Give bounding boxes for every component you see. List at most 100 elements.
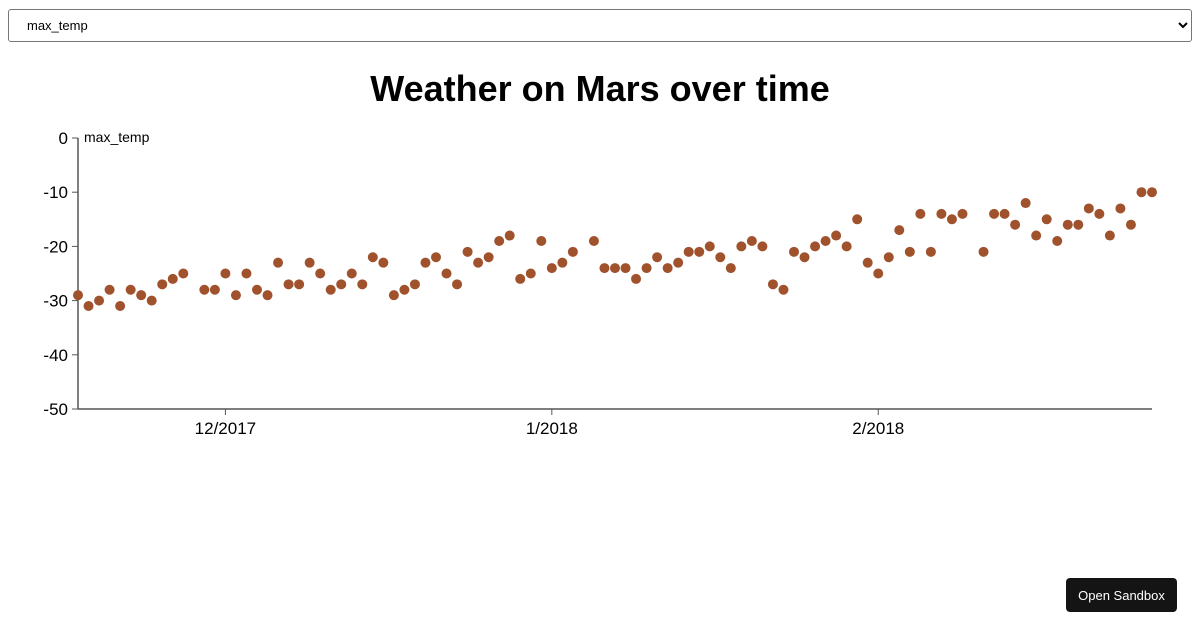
data-point bbox=[588, 235, 599, 246]
data-point bbox=[767, 279, 778, 290]
data-point bbox=[283, 279, 294, 290]
data-point bbox=[315, 268, 326, 279]
data-point bbox=[94, 295, 105, 306]
data-point bbox=[641, 263, 652, 274]
data-point bbox=[346, 268, 357, 279]
data-point bbox=[388, 290, 399, 301]
data-point bbox=[946, 214, 957, 225]
x-tick-label: 2/2018 bbox=[852, 419, 904, 438]
data-point bbox=[683, 246, 694, 257]
open-sandbox-button[interactable]: Open Sandbox bbox=[1066, 578, 1177, 612]
data-point bbox=[1010, 219, 1021, 230]
data-point bbox=[494, 235, 505, 246]
y-axis-label: max_temp bbox=[84, 129, 150, 145]
data-point bbox=[631, 273, 642, 284]
data-point bbox=[715, 252, 726, 263]
data-point bbox=[1031, 230, 1042, 241]
x-tick-label: 1/2018 bbox=[526, 419, 578, 438]
y-tick-label: -40 bbox=[43, 346, 68, 365]
x-tick-label: 12/2017 bbox=[195, 419, 256, 438]
data-point bbox=[367, 252, 378, 263]
data-point bbox=[104, 284, 115, 295]
data-point bbox=[894, 225, 905, 236]
data-point bbox=[536, 235, 547, 246]
data-point bbox=[378, 257, 389, 268]
data-point bbox=[662, 263, 673, 274]
data-point bbox=[704, 241, 715, 252]
data-point bbox=[409, 279, 420, 290]
data-point bbox=[936, 208, 947, 219]
data-point bbox=[757, 241, 768, 252]
data-point bbox=[125, 284, 136, 295]
data-point bbox=[525, 268, 536, 279]
data-point bbox=[1094, 208, 1105, 219]
data-point bbox=[230, 290, 241, 301]
data-point bbox=[146, 295, 157, 306]
data-point bbox=[873, 268, 884, 279]
data-point bbox=[694, 246, 705, 257]
data-point bbox=[483, 252, 494, 263]
data-point bbox=[778, 284, 789, 295]
data-point bbox=[610, 263, 620, 274]
data-point bbox=[599, 263, 610, 274]
metric-select[interactable]: max_temp bbox=[8, 9, 1192, 42]
y-tick-label: -30 bbox=[43, 292, 68, 311]
data-point bbox=[546, 263, 557, 274]
data-point bbox=[1147, 187, 1157, 198]
data-point bbox=[1115, 203, 1126, 214]
data-point bbox=[978, 246, 989, 257]
data-point bbox=[1125, 219, 1136, 230]
data-point bbox=[273, 257, 284, 268]
data-point bbox=[567, 246, 578, 257]
data-point bbox=[746, 235, 757, 246]
data-point bbox=[620, 263, 631, 274]
data-point bbox=[462, 246, 473, 257]
data-point bbox=[999, 208, 1010, 219]
data-point bbox=[557, 257, 568, 268]
data-point bbox=[515, 273, 526, 284]
data-point bbox=[1073, 219, 1084, 230]
data-point bbox=[904, 246, 915, 257]
data-point bbox=[262, 290, 273, 301]
data-point bbox=[820, 235, 831, 246]
data-point bbox=[1052, 235, 1063, 246]
data-point bbox=[862, 257, 873, 268]
data-point bbox=[831, 230, 842, 241]
data-point bbox=[1041, 214, 1052, 225]
data-point bbox=[325, 284, 336, 295]
data-point bbox=[357, 279, 368, 290]
data-point bbox=[420, 257, 431, 268]
data-point bbox=[915, 208, 926, 219]
data-point bbox=[431, 252, 441, 263]
data-point bbox=[115, 301, 126, 312]
data-point bbox=[736, 241, 747, 252]
data-point bbox=[241, 268, 252, 279]
y-tick-label: -50 bbox=[43, 400, 68, 419]
data-point bbox=[1083, 203, 1094, 214]
data-point bbox=[673, 257, 684, 268]
data-point bbox=[336, 279, 347, 290]
data-point bbox=[799, 252, 810, 263]
data-point bbox=[399, 284, 410, 295]
y-tick-label: -20 bbox=[43, 237, 68, 256]
data-point bbox=[789, 246, 799, 257]
data-point bbox=[294, 279, 305, 290]
y-tick-label: 0 bbox=[59, 129, 68, 148]
data-point bbox=[1104, 230, 1115, 241]
data-point bbox=[925, 246, 936, 257]
data-point bbox=[167, 273, 178, 284]
data-point bbox=[73, 290, 83, 301]
data-point bbox=[209, 284, 220, 295]
data-point bbox=[989, 208, 1000, 219]
data-point bbox=[504, 230, 515, 241]
data-point bbox=[83, 301, 94, 312]
data-point bbox=[304, 257, 315, 268]
data-point bbox=[441, 268, 452, 279]
data-point bbox=[852, 214, 863, 225]
data-point bbox=[199, 284, 210, 295]
data-point bbox=[452, 279, 463, 290]
data-point bbox=[473, 257, 484, 268]
data-point bbox=[957, 208, 968, 219]
data-point bbox=[1062, 219, 1073, 230]
